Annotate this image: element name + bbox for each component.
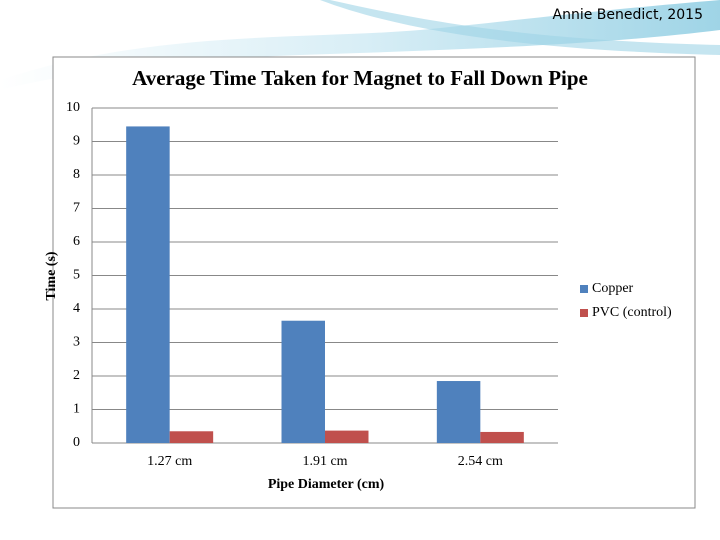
y-tick-label: 5 <box>73 268 80 283</box>
y-tick-label: 2 <box>73 368 80 383</box>
decor-wave <box>0 0 720 90</box>
y-tick-label: 3 <box>73 335 80 350</box>
legend-swatch <box>580 309 588 317</box>
y-tick-label: 10 <box>66 100 80 115</box>
bar <box>480 431 524 443</box>
y-tick-label: 7 <box>73 201 80 216</box>
y-tick-label: 0 <box>73 435 80 450</box>
bar <box>325 430 369 443</box>
x-tick-label: 1.27 cm <box>147 454 192 469</box>
y-tick-label: 6 <box>73 234 80 249</box>
bar <box>126 126 170 444</box>
legend-label: Copper <box>592 281 634 296</box>
author: Annie Benedict, 2015 <box>553 7 703 23</box>
chart-title: Average Time Taken for Magnet to Fall Do… <box>132 66 588 90</box>
x-tick-label: 1.91 cm <box>302 454 347 469</box>
y-tick-label: 8 <box>73 167 80 182</box>
y-tick-label: 1 <box>73 402 80 417</box>
y-tick-label: 4 <box>73 301 80 316</box>
bar <box>169 431 214 443</box>
x-axis-label: Pipe Diameter (cm) <box>268 477 385 492</box>
decor-wave <box>320 0 720 55</box>
legend-swatch <box>580 285 588 293</box>
legend-label: PVC (control) <box>592 305 672 320</box>
bar <box>281 320 325 443</box>
y-axis-label: Time (s) <box>44 251 59 300</box>
bar <box>436 381 481 443</box>
y-tick-label: 9 <box>73 134 80 149</box>
x-tick-label: 2.54 cm <box>458 454 503 469</box>
